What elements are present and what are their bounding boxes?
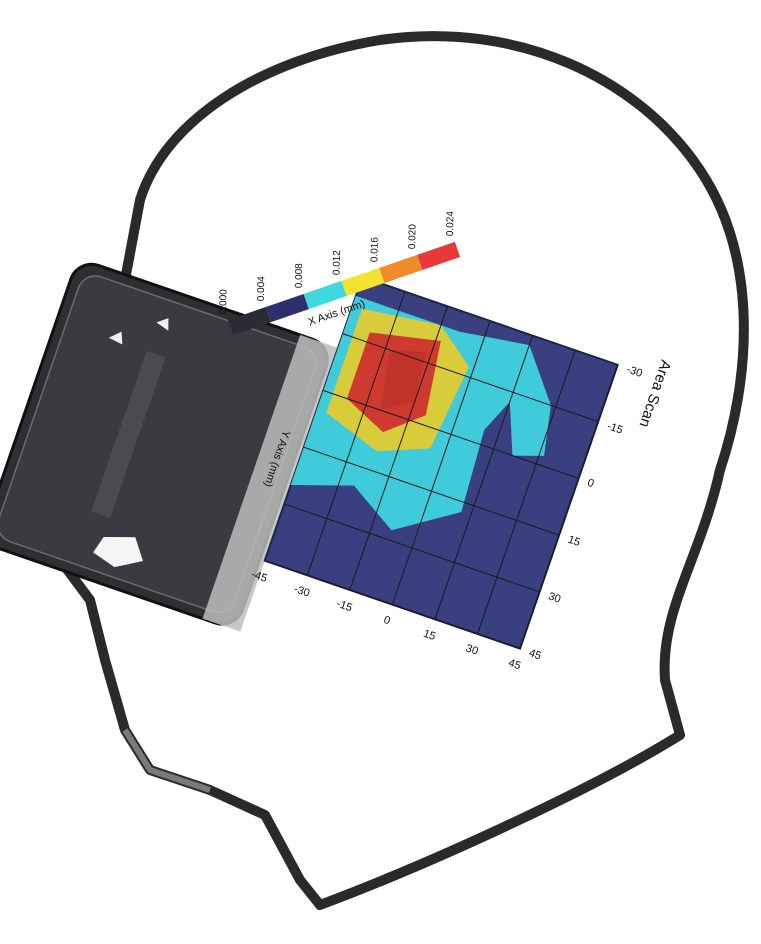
phone-glare-spot: [93, 536, 143, 568]
scale-label: 0.012: [332, 250, 343, 276]
phone: [0, 262, 338, 632]
scale-swatch: [228, 306, 272, 336]
scale-label: 0.020: [407, 224, 418, 250]
scale-label: 0.008: [294, 263, 305, 289]
contour-peak: [380, 350, 427, 411]
scale-label: 0.004: [256, 276, 267, 302]
x-tick-label: -45: [250, 568, 269, 585]
y-tick-label: -15: [605, 420, 624, 437]
phone-overlap-band: [202, 334, 338, 632]
scale-swatches: [228, 241, 461, 336]
scale-swatch: [265, 293, 309, 323]
jaw-outline-highlight: [122, 728, 211, 793]
phone-speaker-mark: [108, 331, 123, 345]
scale-swatch: [303, 280, 347, 310]
scan-grid: [284, 291, 599, 635]
x-axis-ticks: -45 -30 -15 0 15 30 45: [250, 568, 523, 672]
x-tick-label: 0: [382, 614, 392, 627]
y-tick-label: 30: [547, 590, 562, 605]
scale-swatch: [341, 267, 385, 297]
scale-labels: 0.000 0.004 0.008 0.012 0.016 0.020 0.024: [218, 211, 456, 315]
y-tick-label: 0: [586, 477, 596, 490]
axis-rulers: [264, 364, 619, 650]
phone-screen-glare: [91, 350, 166, 519]
scale-label: 0.024: [445, 211, 456, 237]
y-tick-label: 15: [566, 534, 581, 549]
x-tick-label: 15: [422, 628, 437, 643]
scale-swatch: [379, 254, 423, 284]
x-tick-label: 30: [464, 642, 479, 657]
scale-label: 0.000: [218, 289, 229, 315]
scan-group: -45 -30 -15 0 15 30 45 -30 -15 0 15 30 4…: [0, 262, 674, 672]
x-tick-label: 45: [507, 657, 522, 672]
phone-camera-mark: [156, 318, 169, 331]
y-tick-label: -30: [625, 363, 644, 380]
scale-swatch: [417, 241, 461, 271]
x-tick-label: -15: [335, 598, 354, 615]
y-tick-label: 45: [527, 647, 542, 662]
scan-plot: [263, 275, 619, 650]
scale-label: 0.016: [369, 237, 380, 263]
x-tick-label: -30: [292, 583, 311, 600]
head-outline: [25, 31, 749, 910]
y-axis-ticks: -30 -15 0 15 30 45: [527, 363, 644, 662]
